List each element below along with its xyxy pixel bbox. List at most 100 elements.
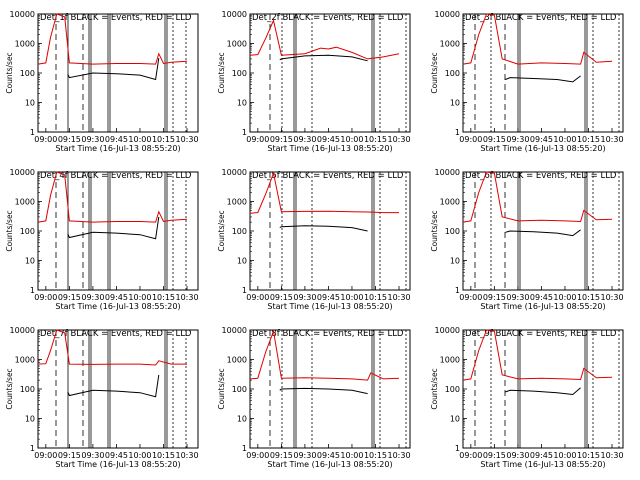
y-tick-label: 100 xyxy=(445,69,460,78)
x-tick-label: 09:30 xyxy=(81,293,104,302)
x-tick-label: 10:15 xyxy=(577,135,600,144)
y-axis-label: Counts/sec xyxy=(430,52,439,93)
x-tick-label: 09:30 xyxy=(81,135,104,144)
x-tick-label: 09:30 xyxy=(506,293,529,302)
y-tick-label: 1000 xyxy=(15,356,35,365)
series-line-1 xyxy=(67,58,160,81)
x-tick-label: 10:30 xyxy=(175,293,198,302)
x-axis-label: Start Time (16-Jul-13 08:55:20) xyxy=(480,302,605,311)
series-line-1 xyxy=(67,374,160,398)
y-tick-label: 10 xyxy=(25,257,35,266)
y-tick-label: 10 xyxy=(450,415,460,424)
x-tick-label: 09:15 xyxy=(270,451,293,460)
x-tick-label: 09:15 xyxy=(483,293,506,302)
y-axis-label: Counts/sec xyxy=(5,368,14,409)
y-tick-label: 10000 xyxy=(10,168,35,177)
chart-title: Det_5f BLACK = Events, RED = LLD xyxy=(252,171,404,181)
x-tick-label: 10:30 xyxy=(600,135,623,144)
panel-1: Det_1f BLACK = Events, RED = LLD 1 10 100 10… xyxy=(5,10,199,153)
y-tick-label: 1 xyxy=(455,128,460,137)
y-axis-label: Counts/sec xyxy=(430,210,439,251)
y-tick-label: 10000 xyxy=(435,326,460,335)
panel-5: Det_5f BLACK = Events, RED = LLD 1 10 100 10… xyxy=(217,168,411,311)
x-tick-label: 09:15 xyxy=(58,135,81,144)
x-tick-label: 09:15 xyxy=(270,135,293,144)
y-tick-label: 1000 xyxy=(15,40,35,49)
x-tick-label: 09:30 xyxy=(293,135,316,144)
x-tick-label: 09:45 xyxy=(317,451,340,460)
x-tick-label: 09:00 xyxy=(459,293,482,302)
x-tick-label: 10:00 xyxy=(340,135,363,144)
y-tick-label: 1 xyxy=(455,444,460,453)
y-axis-label: Counts/sec xyxy=(217,210,226,251)
y-tick-label: 10000 xyxy=(222,168,247,177)
x-tick-label: 10:15 xyxy=(152,135,175,144)
x-tick-label: 10:30 xyxy=(387,451,410,460)
series-line-2 xyxy=(249,329,400,381)
y-tick-label: 1000 xyxy=(440,40,460,49)
x-tick-label: 09:15 xyxy=(270,293,293,302)
series-line-2 xyxy=(462,171,613,223)
plot-frame xyxy=(462,13,624,133)
y-axis-label: Counts/sec xyxy=(430,368,439,409)
y-tick-label: 100 xyxy=(445,227,460,236)
y-tick-label: 1 xyxy=(30,128,35,137)
x-axis-label: Start Time (16-Jul-13 08:55:20) xyxy=(480,144,605,153)
x-tick-label: 09:00 xyxy=(34,135,57,144)
x-axis-label: Start Time (16-Jul-13 08:55:20) xyxy=(480,460,605,469)
x-tick-label: 09:00 xyxy=(246,293,269,302)
x-tick-label: 10:00 xyxy=(553,135,576,144)
x-tick-label: 09:45 xyxy=(105,293,128,302)
x-tick-label: 10:30 xyxy=(175,135,198,144)
x-tick-label: 10:30 xyxy=(175,451,198,460)
series-line-2 xyxy=(37,13,188,65)
plot-frame xyxy=(37,13,199,133)
y-tick-label: 1000 xyxy=(227,198,247,207)
y-tick-label: 10000 xyxy=(435,10,460,19)
series-line-1 xyxy=(279,54,368,62)
y-tick-label: 100 xyxy=(20,227,35,236)
x-tick-label: 10:30 xyxy=(600,293,623,302)
x-tick-label: 10:15 xyxy=(364,451,387,460)
x-tick-label: 09:15 xyxy=(483,451,506,460)
x-tick-label: 10:00 xyxy=(128,293,151,302)
x-tick-label: 09:00 xyxy=(459,135,482,144)
chart-title: Det_9f BLACK = Events, RED = LLD xyxy=(465,329,617,339)
y-tick-label: 10000 xyxy=(435,168,460,177)
series-line-2 xyxy=(37,171,188,223)
series-line-2 xyxy=(462,13,613,65)
series-line-2 xyxy=(249,18,400,60)
x-tick-label: 09:00 xyxy=(459,451,482,460)
series-line-1 xyxy=(279,387,368,395)
x-tick-label: 09:30 xyxy=(81,451,104,460)
x-tick-label: 10:00 xyxy=(340,293,363,302)
y-tick-label: 1 xyxy=(30,286,35,295)
chart-title: Det_7f BLACK = Events, RED = LLD xyxy=(40,329,192,339)
x-tick-label: 09:30 xyxy=(293,451,316,460)
y-axis-label: Counts/sec xyxy=(217,368,226,409)
plot-frame xyxy=(462,329,624,449)
series-line-1 xyxy=(505,387,581,396)
y-tick-label: 1000 xyxy=(227,40,247,49)
x-tick-label: 10:30 xyxy=(387,135,410,144)
x-tick-label: 09:00 xyxy=(34,293,57,302)
y-tick-label: 10 xyxy=(450,257,460,266)
y-tick-label: 10000 xyxy=(222,10,247,19)
x-tick-label: 09:00 xyxy=(246,451,269,460)
panel-7: Det_7f BLACK = Events, RED = LLD 1 10 100 10… xyxy=(5,326,199,469)
y-tick-label: 1 xyxy=(242,286,247,295)
x-tick-label: 09:15 xyxy=(58,293,81,302)
chart-title: Det_2f BLACK = Events, RED = LLD xyxy=(252,13,404,23)
chart-title: Det_8f BLACK = Events, RED = LLD xyxy=(252,329,404,339)
y-tick-label: 10 xyxy=(237,257,247,266)
x-tick-label: 10:15 xyxy=(577,451,600,460)
x-axis-label: Start Time (16-Jul-13 08:55:20) xyxy=(267,460,392,469)
x-axis-label: Start Time (16-Jul-13 08:55:20) xyxy=(55,460,180,469)
y-axis-label: Counts/sec xyxy=(217,52,226,93)
panel-4: Det_4f BLACK = Events, RED = LLD 1 10 100 10… xyxy=(5,168,199,311)
y-tick-label: 1 xyxy=(242,444,247,453)
chart-title: Det_4f BLACK = Events, RED = LLD xyxy=(40,171,192,181)
plot-frame xyxy=(249,171,411,291)
x-tick-label: 09:45 xyxy=(105,135,128,144)
